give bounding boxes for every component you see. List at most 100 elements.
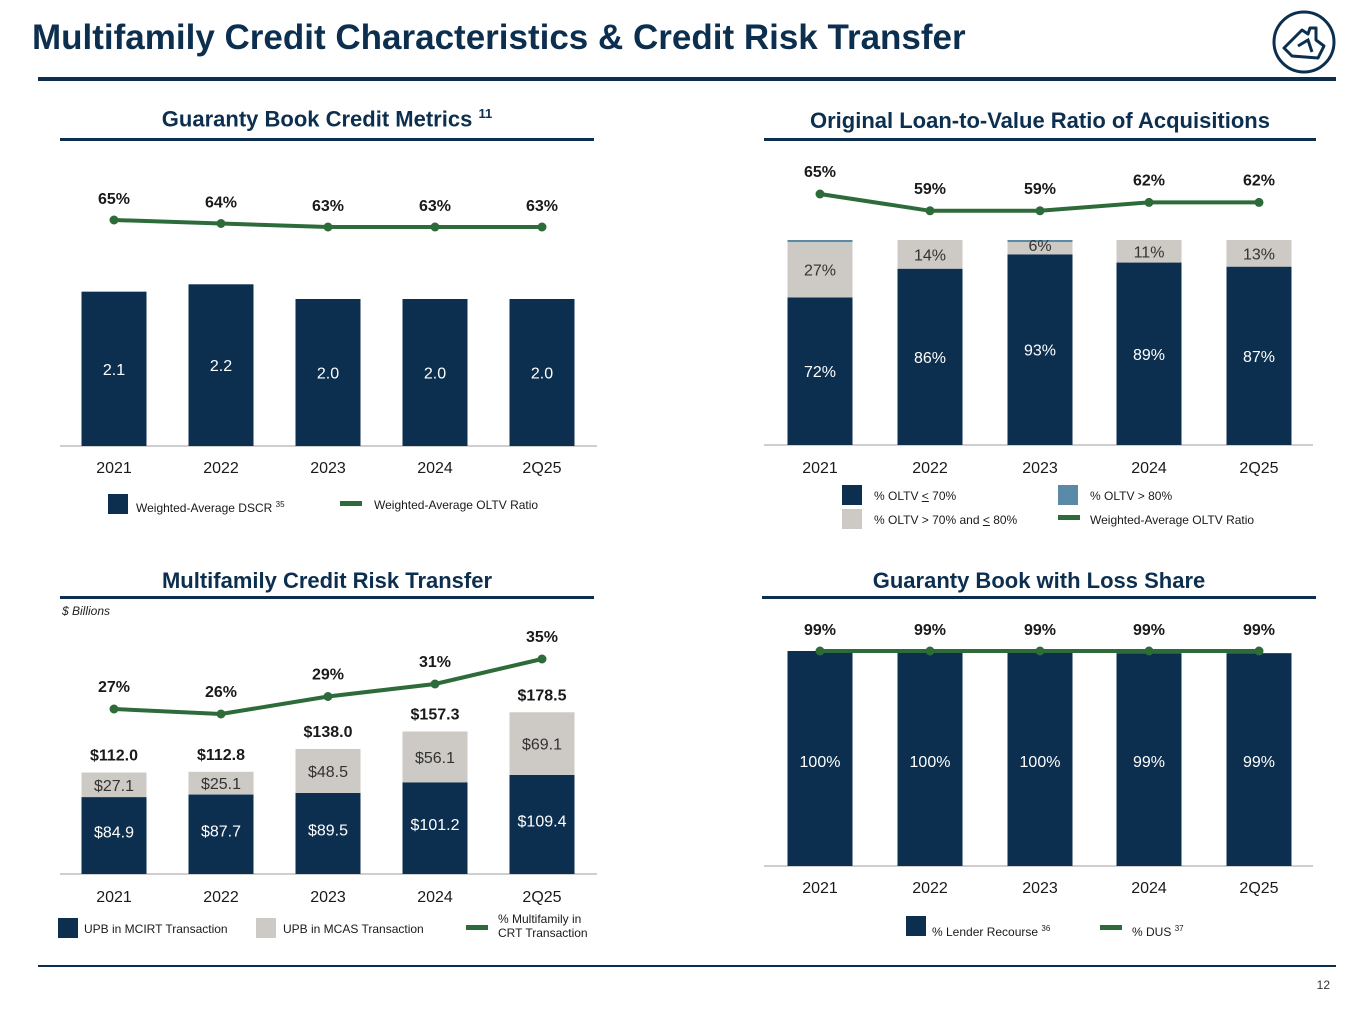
units-label: $ Billions [62,604,111,618]
x-tick-label: 2Q25 [522,889,561,906]
bar-mcas [402,731,468,783]
bar-dscr [509,299,575,446]
legend-swatch-gt80 [1058,485,1078,505]
oltv-ratio-point [925,206,935,216]
legend-swatch-mcas [256,918,276,938]
bar-total-label: $138.0 [304,724,353,741]
line-label-dus: 99% [1243,622,1275,639]
legend-label-70-80: % OLTV > 70% and < 80% [874,513,1018,527]
line-label-oltv: 59% [1024,181,1056,198]
bar-lender-recourse [897,651,963,866]
legend-swatch-mcirt [58,918,78,938]
bar-label-lt70: 93% [1024,343,1056,360]
x-tick-label: 2021 [802,460,838,477]
bar-dscr [295,299,361,446]
oltv-ratio-point [815,189,825,199]
bar-dscr [188,284,254,446]
dus-point [1144,646,1154,656]
x-tick-label: 2024 [417,460,453,477]
x-tick-label: 2022 [203,889,239,906]
panel-title-oltv: Original Loan-to-Value Ratio of Acquisit… [810,108,1270,133]
oltv-ratio-point [1144,197,1154,207]
crt-share-point [537,654,547,664]
bar-label-dscr: 2.1 [103,362,125,379]
bar-label-lt70: 89% [1133,347,1165,364]
bar-label-mcas: $56.1 [415,750,455,767]
bar-label-70-80: 13% [1243,246,1275,263]
bar-total-label: $112.8 [197,747,245,764]
oltv-ratio-point [216,219,226,228]
bar-label-mcirt: $89.5 [308,822,348,839]
x-tick-label: 2022 [912,460,948,477]
bar-total-label: $178.5 [518,687,567,704]
x-tick-label: 2023 [310,460,346,477]
oltv-ratio-point [430,222,440,232]
legend-line-crt [466,925,488,930]
legend-line-oltv-ratio [1058,515,1080,520]
bar-oltv-lt70 [897,268,963,445]
bar-label-dscr: 2.2 [210,358,232,375]
panel-title-crt: Multifamily Credit Risk Transfer [161,568,493,593]
bar-label-70-80: 11% [1134,244,1165,261]
bar-total-label: $112.0 [90,748,138,765]
bar-mcas [188,771,254,795]
oltv-ratio-point [537,222,547,232]
title-divider [38,77,1336,81]
bar-label-mcas: $48.5 [308,764,348,781]
legend-swatch-70-80 [842,509,862,529]
x-tick-label: 2Q25 [522,460,561,477]
line-label-crt: 35% [526,629,558,646]
bar-label-mcirt: $87.7 [201,823,241,840]
bar-mcas [81,772,147,798]
panel-title-dscr: Guaranty Book Credit Metrics 11 [161,106,493,132]
bar-label-70-80: 14% [914,247,946,264]
bar-label-recourse: 99% [1243,754,1275,771]
line-label-oltv: 64% [205,195,237,212]
bar-oltv-gt80 [787,240,853,243]
bar-mcas [509,712,575,775]
legend-label-crt: % Multifamily in CRT Transaction [498,912,588,940]
line-label-oltv: 62% [1243,172,1275,189]
bar-label-recourse: 99% [1133,754,1165,771]
bar-mcas [295,748,361,793]
oltv-ratio-point [323,222,333,232]
line-label-crt: 31% [419,654,451,671]
bar-lender-recourse [1226,653,1292,866]
bar-mcirt [81,797,147,874]
legend-swatch-dscr [108,494,128,514]
bar-label-mcas: $27.1 [94,778,134,795]
line-label-dus: 99% [1133,622,1165,639]
bar-label-dscr: 2.0 [424,366,446,383]
bar-lender-recourse [1116,653,1182,866]
line-label-oltv: 65% [804,164,836,181]
line-label-crt: 29% [312,667,344,684]
x-tick-label: 2021 [96,460,132,477]
panel-rule [60,138,594,141]
legend-label-mcas: UPB in MCAS Transaction [283,922,424,936]
footer-divider [38,965,1336,967]
bar-label-recourse: 100% [800,754,841,771]
crt-share-point [430,679,440,689]
legend-label-gt80: % OLTV > 80% [1090,489,1173,503]
line-label-oltv: 63% [312,198,344,215]
bar-oltv-70-80 [1116,240,1182,263]
bar-label-mcas: $69.1 [522,737,562,754]
line-label-oltv: 62% [1133,172,1165,189]
page-number: 12 [1316,978,1330,992]
line-label-oltv: 59% [914,181,946,198]
x-tick-label: 2021 [96,889,132,906]
x-tick-label: 2024 [1131,460,1167,477]
x-tick-label: 2Q25 [1239,880,1278,897]
crt-share-point [216,709,226,719]
bar-label-mcirt: $84.9 [94,825,134,842]
bar-oltv-70-80 [787,242,853,298]
bar-oltv-70-80 [1226,240,1292,267]
bar-dscr [402,299,468,446]
legend-label-lt70: % OLTV < 70% [874,489,957,503]
line-label-dus: 99% [1024,622,1056,639]
legend-swatch-recourse [906,916,926,936]
bar-label-lt70: 86% [914,350,946,367]
panel-rule [60,596,594,599]
bar-oltv-lt70 [1226,266,1292,445]
